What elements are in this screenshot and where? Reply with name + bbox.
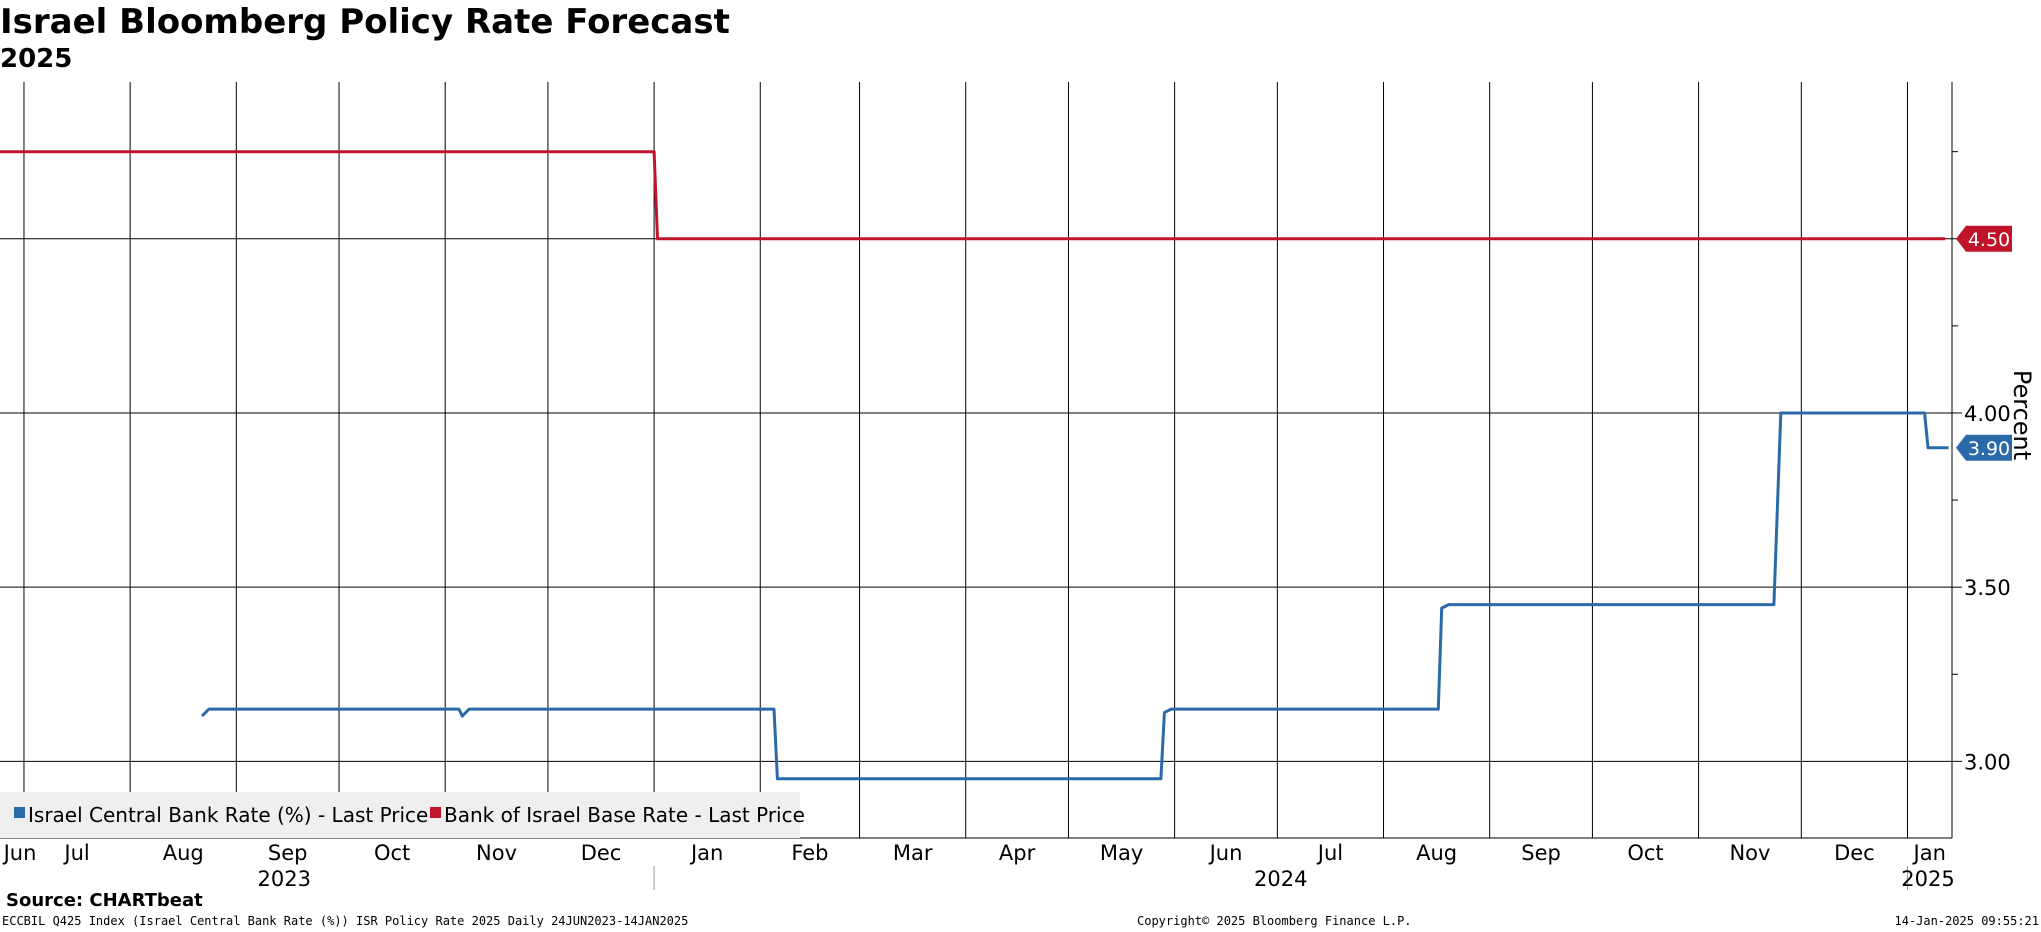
x-tick-label: Dec [581,841,622,865]
x-tick-label: Jul [1316,841,1343,865]
x-tick-label: Jul [62,841,89,865]
chart-grid [0,82,1952,838]
chart-title: Israel Bloomberg Policy Rate Forecast [0,2,730,42]
x-tick-label: Jan [689,841,723,865]
x-tick-label: Jan [1912,841,1946,865]
y-tick-label: 4.00 [1964,402,2011,426]
x-tick-label: Nov [476,841,517,865]
x-year-label: 2023 [258,867,311,891]
footer-ticker-info: ECCBIL Q425 Index (Israel Central Bank R… [2,914,689,928]
x-tick-label: Sep [268,841,308,865]
x-tick-label: Oct [374,841,410,865]
x-tick-label: Apr [999,841,1036,865]
last-value-tags: 3.90 4.50 [1956,225,2012,461]
last-value-label-0: 3.90 [1968,438,2010,460]
legend-swatch-1 [430,807,441,818]
chart-subtitle: 2025 [0,44,73,74]
legend-swatch-0 [14,807,25,818]
x-year-label: 2025 [1901,867,1954,891]
last-value-tag-1 [1956,225,2012,252]
legend-background [0,792,800,838]
last-value-label-1: 4.50 [1968,229,2010,251]
chart-legend: Israel Central Bank Rate (%) - Last Pric… [0,792,805,838]
x-year-label: 2024 [1254,867,1307,891]
x-tick-label: Jun [1208,841,1243,865]
series-line-0 [200,411,1949,781]
x-tick-label: Aug [163,841,204,865]
x-tick-label: Oct [1627,841,1663,865]
footer-copyright: Copyright© 2025 Bloomberg Finance L.P. [1137,914,1412,928]
x-tick-label: Jun [2,841,37,865]
chart-series [0,150,1949,781]
legend-label-0: Israel Central Bank Rate (%) - Last Pric… [28,803,428,827]
legend-label-1: Bank of Israel Base Rate - Last Price [444,803,805,827]
x-tick-label: Feb [791,841,828,865]
x-tick-label: Mar [893,841,933,865]
y-tick-label: 3.00 [1964,750,2011,774]
x-tick-label: Nov [1729,841,1770,865]
y-tick-label: 3.50 [1964,576,2011,600]
x-tick-label: May [1100,841,1143,865]
x-tick-label: Sep [1521,841,1561,865]
last-value-tag-0 [1956,434,2012,461]
series-line-1 [0,150,1946,241]
source-note: Source: CHARTbeat [6,890,203,911]
chart-axes: 3.00 3.50 4.00 4.50 Jun Jul Aug Sep Oct Nov Dec Jan… [0,82,2036,891]
y-axis-title: Percent [2008,370,2036,460]
footer-timestamp: 14-Jan-2025 09:55:21 [1894,914,2040,928]
x-tick-label: Dec [1834,841,1875,865]
x-tick-label: Aug [1416,841,1457,865]
